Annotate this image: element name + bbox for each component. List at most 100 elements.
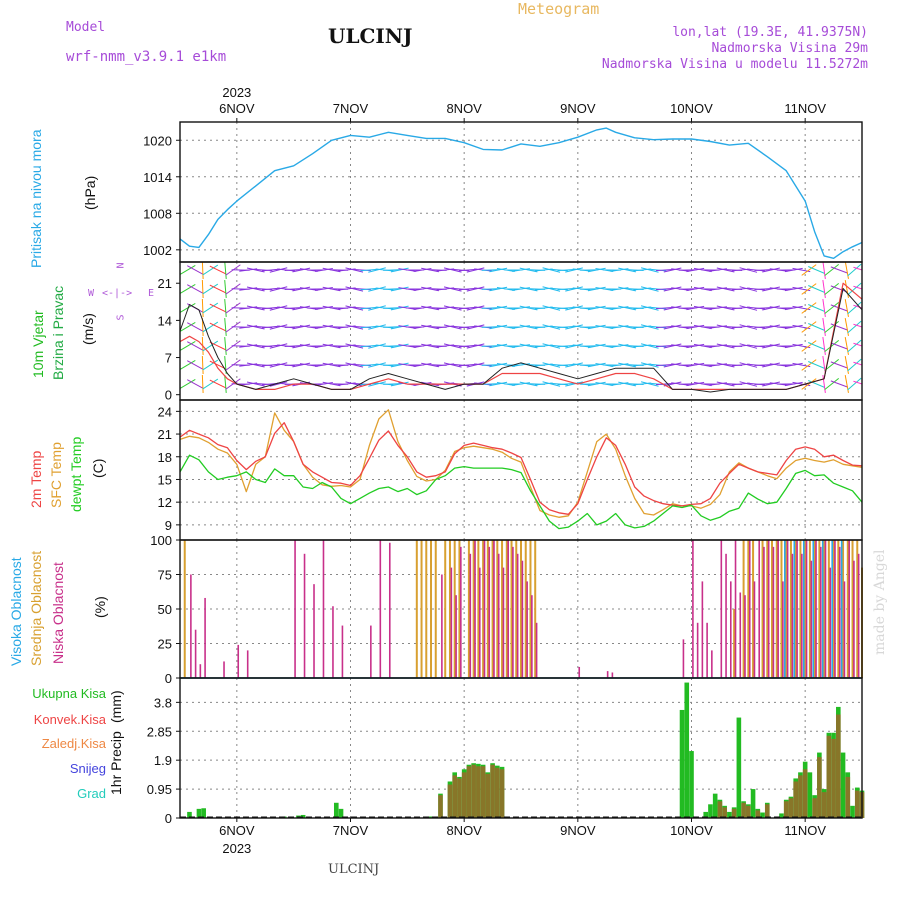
precip-convective-bar bbox=[490, 764, 495, 818]
wind-barb bbox=[801, 359, 817, 371]
wind-barb bbox=[847, 358, 862, 372]
wind-barb bbox=[180, 321, 196, 333]
x-tick-label-top: 9NOV bbox=[560, 101, 596, 116]
sfc-temp-line bbox=[179, 409, 863, 518]
wind-barb bbox=[466, 362, 485, 368]
wind-barb bbox=[202, 359, 219, 371]
wind-barb bbox=[481, 364, 500, 366]
wind-barb bbox=[489, 381, 508, 387]
grid-layer bbox=[180, 122, 862, 819]
wind-barb bbox=[853, 342, 862, 347]
wind-barb bbox=[640, 381, 659, 387]
wind-barb bbox=[808, 266, 826, 274]
wind-barb bbox=[587, 381, 606, 387]
wind-barb bbox=[557, 287, 576, 291]
wind-barb bbox=[784, 305, 803, 311]
wind-barb bbox=[830, 266, 848, 274]
precip-total-bar bbox=[760, 812, 765, 818]
y-tick-label: 21 bbox=[158, 276, 172, 291]
wind-barb bbox=[739, 286, 758, 292]
wind-barb bbox=[808, 304, 826, 312]
wind-barb bbox=[269, 267, 288, 273]
wind-barb bbox=[801, 264, 817, 276]
wind-barb bbox=[512, 287, 530, 291]
precip-convective-bar bbox=[821, 792, 827, 818]
wind-barb bbox=[489, 343, 508, 349]
wind-barb bbox=[565, 305, 583, 311]
wind-barb bbox=[209, 322, 227, 332]
wind-barb bbox=[368, 381, 386, 387]
y-tick-label: 14 bbox=[158, 313, 172, 328]
axis-text-layer: 1002100810141020071421912151821240255075… bbox=[143, 85, 826, 856]
wind-barb bbox=[360, 325, 379, 329]
wind-barb bbox=[808, 323, 826, 331]
wind-barb bbox=[847, 282, 862, 296]
wind-barb bbox=[187, 265, 204, 275]
wind-barb bbox=[565, 267, 583, 273]
wind-barb bbox=[390, 267, 409, 273]
wind-barb bbox=[808, 342, 826, 350]
precip-total-bar bbox=[338, 808, 344, 818]
wind-barb bbox=[847, 339, 862, 353]
wind-barb bbox=[201, 298, 204, 318]
wind-barb bbox=[640, 286, 659, 292]
wind-barb bbox=[443, 305, 462, 311]
wind-barb bbox=[360, 268, 379, 272]
wind-barb bbox=[345, 267, 364, 273]
panel-frame bbox=[179, 399, 863, 541]
wind-barb bbox=[686, 305, 705, 311]
legend-hail: Grad bbox=[77, 786, 106, 801]
wind-barb bbox=[269, 286, 288, 292]
wind-barb bbox=[360, 287, 379, 291]
precip-convective-bar bbox=[717, 801, 723, 818]
wind-barb bbox=[853, 285, 862, 290]
precip-total-bar bbox=[736, 717, 742, 818]
wind-barb bbox=[512, 268, 530, 272]
wind-barb bbox=[345, 286, 364, 292]
wind-barb bbox=[261, 344, 280, 348]
wind-barb bbox=[209, 341, 227, 351]
wind-barb bbox=[801, 283, 817, 295]
wind-barb bbox=[754, 325, 773, 329]
wind-barb bbox=[187, 284, 204, 294]
wind-barb bbox=[261, 325, 280, 329]
wind-gust-line bbox=[179, 282, 863, 390]
wind-barb bbox=[292, 324, 311, 330]
wind-barb bbox=[269, 381, 288, 387]
precip-convective-bar bbox=[480, 766, 486, 818]
y-tick-label: 7 bbox=[165, 351, 172, 366]
precip-convective-bar bbox=[741, 802, 746, 818]
wind-barb bbox=[246, 381, 265, 387]
wind-barb bbox=[413, 325, 432, 329]
footer-station: ULCINJ bbox=[328, 862, 380, 877]
wind-barb bbox=[830, 323, 848, 331]
wind-barb bbox=[830, 380, 848, 388]
precip-total-bar bbox=[187, 811, 192, 818]
wind-barb bbox=[458, 344, 477, 348]
wind-barb bbox=[201, 355, 204, 375]
wind-barb bbox=[565, 362, 583, 368]
wind-barb bbox=[466, 343, 485, 349]
wind-barb bbox=[390, 324, 409, 330]
wind-barb bbox=[587, 343, 606, 349]
wind-barb bbox=[209, 303, 227, 313]
wind-barb bbox=[489, 362, 508, 368]
precip-total-bar bbox=[708, 804, 713, 818]
x-tick-label-top: 8NOV bbox=[446, 101, 482, 116]
wind-barb bbox=[390, 381, 409, 387]
wind-barb bbox=[824, 339, 840, 353]
wind-barb bbox=[640, 343, 659, 349]
wind-barb bbox=[246, 267, 265, 273]
y-tick-label: 75 bbox=[158, 568, 172, 583]
wind-barb bbox=[202, 283, 219, 295]
wind-barb bbox=[224, 317, 227, 337]
x-tick-label-top: 11NOV bbox=[784, 101, 826, 116]
precip-total-bar bbox=[196, 808, 202, 818]
wind-barb bbox=[466, 305, 485, 311]
x-tick-label-bottom: 11NOV bbox=[784, 823, 826, 838]
wind-barb bbox=[512, 344, 530, 348]
wind-barb bbox=[512, 382, 530, 386]
legend-freezing-rain: Zaledj.Kisa bbox=[41, 736, 106, 751]
wind-barb bbox=[466, 267, 485, 273]
precip-convective-bar bbox=[793, 781, 798, 818]
